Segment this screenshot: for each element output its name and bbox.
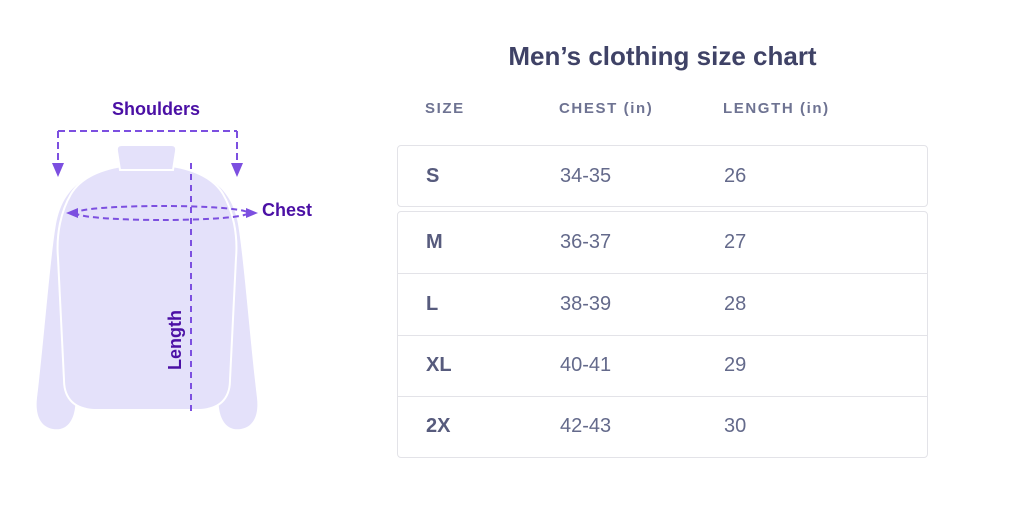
- size-cell: 2X: [426, 415, 451, 438]
- table-row: XL 40-41 29: [398, 334, 927, 396]
- size-rows-card: M 36-37 27 L 38-39 28 XL 40-41 29 2X 42-43 30: [397, 211, 928, 458]
- chest-cell: 36-37: [560, 231, 612, 254]
- shoulders-measure-arrow: [57, 130, 238, 164]
- table-row: M 36-37 27: [398, 212, 927, 273]
- table-row: L 38-39 28: [398, 273, 927, 334]
- column-header-size: SIZE: [425, 99, 465, 117]
- chest-cell: 42-43: [560, 415, 612, 438]
- table-row: 2X 42-43 30: [398, 395, 927, 457]
- size-cell: XL: [426, 354, 452, 377]
- size-table-header: SIZE CHEST (in) LENGTH (in): [397, 97, 928, 119]
- page-title: Men’s clothing size chart: [508, 41, 817, 71]
- size-cell: M: [426, 231, 443, 254]
- chest-cell: 40-41: [560, 354, 612, 377]
- length-cell: 26: [724, 164, 747, 187]
- size-cell: S: [426, 164, 440, 187]
- table-row: S 34-35 26: [398, 146, 927, 206]
- shoulders-arrowhead-right: [231, 163, 243, 177]
- shoulders-label: Shoulders: [111, 99, 200, 119]
- chest-label: Chest: [262, 200, 313, 220]
- length-cell: 30: [724, 415, 747, 438]
- length-cell: 29: [724, 354, 747, 377]
- shirt-collar: [115, 144, 178, 171]
- shirt-body: [56, 165, 238, 411]
- chest-cell: 38-39: [560, 292, 612, 315]
- column-header-chest: CHEST (in): [559, 99, 654, 117]
- column-header-length: LENGTH (in): [723, 99, 830, 117]
- chest-arrowhead-left: [66, 208, 78, 218]
- length-cell: 27: [724, 231, 747, 254]
- length-label: Length: [165, 310, 185, 370]
- shoulders-arrowhead-left: [52, 163, 64, 177]
- size-row-card-s: S 34-35 26: [397, 145, 928, 207]
- chest-cell: 34-35: [560, 164, 612, 187]
- chest-arrowhead-right: [246, 208, 258, 218]
- size-cell: L: [426, 292, 439, 315]
- length-cell: 28: [724, 292, 747, 315]
